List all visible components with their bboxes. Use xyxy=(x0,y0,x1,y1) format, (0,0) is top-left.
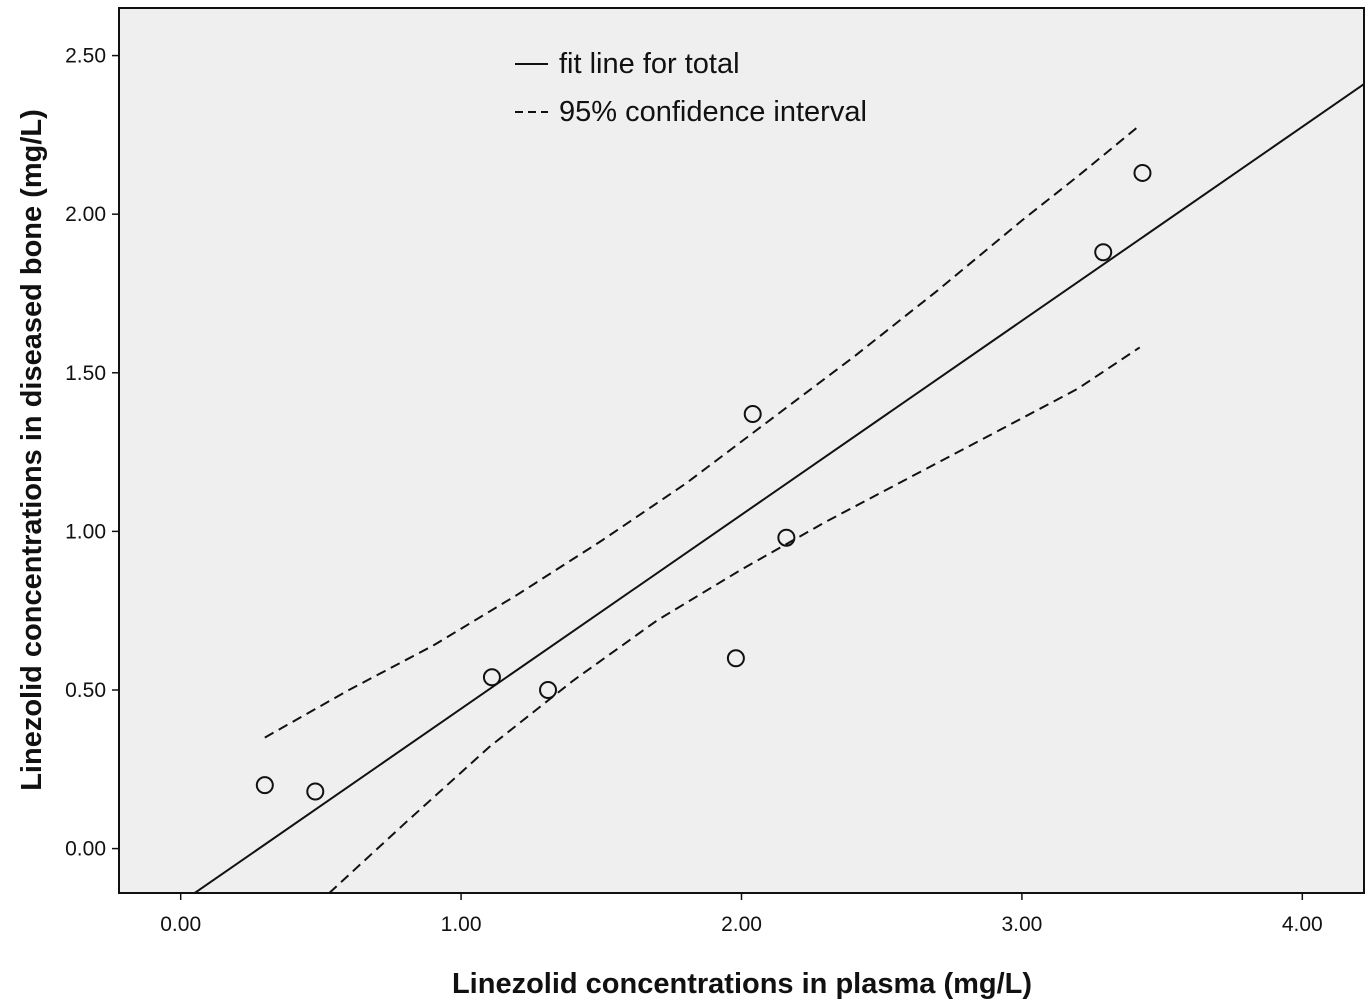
y-tick-label: 1.00 xyxy=(65,520,106,543)
y-tick-label: 0.00 xyxy=(65,838,106,861)
x-tick-label: 3.00 xyxy=(1001,913,1042,936)
y-tick-label: 1.50 xyxy=(65,362,106,385)
y-tick-label: 0.50 xyxy=(65,679,106,702)
legend-label-confidence-interval: 95% confidence interval xyxy=(559,96,867,128)
legend-label-fit-line: fit line for total xyxy=(559,48,740,80)
y-axis-title: Linezolid concentrations in diseased bon… xyxy=(16,109,48,791)
x-axis-title: Linezolid concentrations in plasma (mg/L… xyxy=(452,968,1032,1000)
x-tick-label: 0.00 xyxy=(160,913,201,936)
x-tick-label: 4.00 xyxy=(1282,913,1323,936)
x-tick-label: 1.00 xyxy=(441,913,482,936)
y-tick-label: 2.00 xyxy=(65,203,106,226)
x-tick-label: 2.00 xyxy=(721,913,762,936)
plot-area xyxy=(119,8,1364,893)
y-tick-label: 2.50 xyxy=(65,45,106,68)
